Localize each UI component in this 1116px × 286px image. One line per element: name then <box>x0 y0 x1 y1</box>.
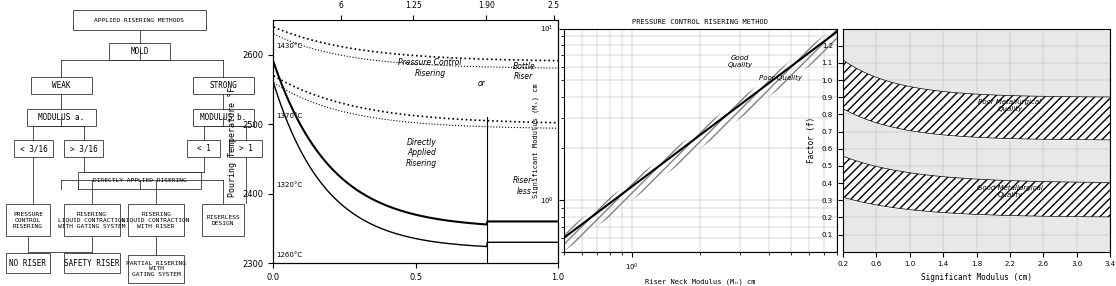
Text: > 3/16: > 3/16 <box>70 144 97 153</box>
Text: > 1: > 1 <box>239 144 252 153</box>
Text: RISERING
LIQUID CONTRACTION
WITH GATING SYSTEM: RISERING LIQUID CONTRACTION WITH GATING … <box>58 212 126 229</box>
Text: Pressure Control
Risering: Pressure Control Risering <box>398 58 462 78</box>
Text: RISERING
LIQUID CONTRACTION
WITH RISER: RISERING LIQUID CONTRACTION WITH RISER <box>123 212 190 229</box>
X-axis label: Significant Modulus (cm): Significant Modulus (cm) <box>921 273 1032 282</box>
FancyBboxPatch shape <box>109 43 170 60</box>
Text: MODULUS a.: MODULUS a. <box>38 113 85 122</box>
Title: PRESSURE CONTROL RISERING METHOD: PRESSURE CONTROL RISERING METHOD <box>633 19 768 25</box>
Text: PARTIAL RISERING
WITH
GATING SYSTEM: PARTIAL RISERING WITH GATING SYSTEM <box>126 261 186 277</box>
Text: 1370°C: 1370°C <box>277 113 302 119</box>
Text: WEAK: WEAK <box>52 81 70 90</box>
FancyBboxPatch shape <box>202 204 244 236</box>
Y-axis label: Significant Modulus (Mₛ) cm: Significant Modulus (Mₛ) cm <box>532 83 539 198</box>
Polygon shape <box>564 26 837 252</box>
FancyBboxPatch shape <box>193 77 254 94</box>
FancyBboxPatch shape <box>78 172 201 189</box>
Y-axis label: Factor (f): Factor (f) <box>807 117 816 163</box>
Text: NO RISER: NO RISER <box>9 259 47 268</box>
Text: Poor Metallurgical
Quality: Poor Metallurgical Quality <box>979 99 1041 112</box>
Text: or: or <box>478 79 485 88</box>
FancyBboxPatch shape <box>31 77 92 94</box>
FancyBboxPatch shape <box>13 140 54 157</box>
Text: MODULUS b.: MODULUS b. <box>200 113 247 122</box>
Polygon shape <box>843 60 1110 140</box>
Text: PRESSURE
CONTROL
RISERING: PRESSURE CONTROL RISERING <box>13 212 42 229</box>
Text: < 3/16: < 3/16 <box>20 144 47 153</box>
X-axis label: Riser Neck Modulus (Mₙ) cm: Riser Neck Modulus (Mₙ) cm <box>645 278 756 285</box>
Text: < 1: < 1 <box>196 144 211 153</box>
Text: APPLIED RISERING METHODS: APPLIED RISERING METHODS <box>95 17 184 23</box>
FancyBboxPatch shape <box>73 10 206 30</box>
FancyBboxPatch shape <box>6 253 50 273</box>
FancyBboxPatch shape <box>186 140 220 157</box>
Text: 1260°C: 1260°C <box>277 252 302 258</box>
Text: SAFETY RISER: SAFETY RISER <box>65 259 119 268</box>
Y-axis label: Pouring Temperature °F: Pouring Temperature °F <box>228 87 237 196</box>
Text: MOLD: MOLD <box>131 47 148 56</box>
Text: Good Metallurgical
Quality: Good Metallurgical Quality <box>976 184 1043 198</box>
FancyBboxPatch shape <box>65 253 121 273</box>
Text: Riser-
less: Riser- less <box>513 176 535 196</box>
Text: DIRECTLY APPLIED RISERING: DIRECTLY APPLIED RISERING <box>93 178 186 183</box>
FancyBboxPatch shape <box>27 109 96 126</box>
Text: Poor Quality: Poor Quality <box>759 75 801 81</box>
Text: RISERLESS
DESIGN: RISERLESS DESIGN <box>206 215 240 226</box>
FancyBboxPatch shape <box>6 204 50 236</box>
FancyBboxPatch shape <box>128 204 184 236</box>
FancyBboxPatch shape <box>65 204 121 236</box>
FancyBboxPatch shape <box>229 140 262 157</box>
Text: STRONG: STRONG <box>210 81 237 90</box>
Text: Directly
Applied
Risering: Directly Applied Risering <box>406 138 437 168</box>
FancyBboxPatch shape <box>128 255 184 283</box>
Text: Bottle
Riser: Bottle Riser <box>512 62 536 81</box>
Text: 1430°C: 1430°C <box>277 43 302 49</box>
FancyBboxPatch shape <box>193 109 254 126</box>
Text: 1320°C: 1320°C <box>277 182 302 188</box>
Polygon shape <box>843 156 1110 217</box>
Text: Good
Quality: Good Quality <box>728 55 753 68</box>
FancyBboxPatch shape <box>65 140 103 157</box>
